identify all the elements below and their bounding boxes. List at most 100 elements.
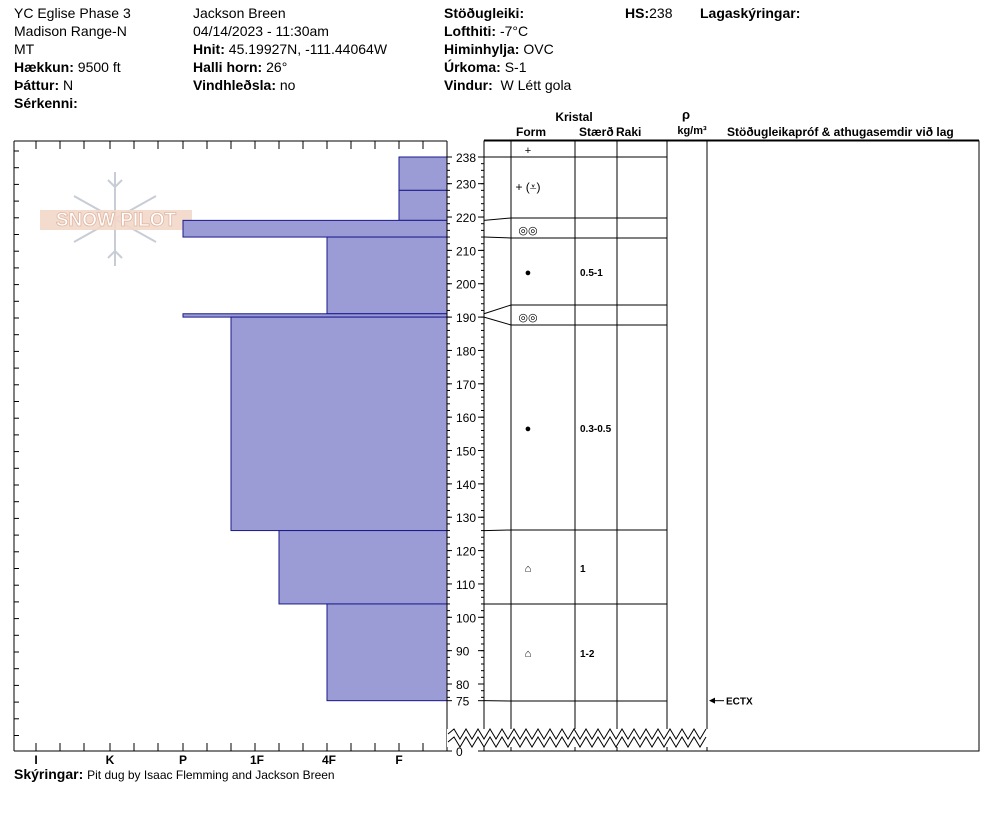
- height-tick-label: 110: [456, 578, 475, 592]
- slope-label: Halli horn:: [193, 59, 263, 75]
- tests-header: Stöðugleikapróf & athugasemdir við lag: [727, 125, 954, 139]
- crystal-size: 1-2: [580, 649, 595, 660]
- observer-name: Jackson Breen: [193, 5, 286, 21]
- wind-row: Vindur: W Létt gola: [444, 76, 571, 94]
- hardness-tick-label: P: [179, 753, 187, 767]
- state-name: MT: [14, 41, 35, 57]
- crystal-form: ⌂: [525, 648, 532, 660]
- layer-notes-heading: Lagaskýringar:: [700, 4, 800, 22]
- wind-loading-label: Vindhleðsla:: [193, 77, 276, 93]
- hardness-bar-5: [230, 316, 448, 532]
- slope-value: 26°: [266, 59, 288, 75]
- break-zigzag-bottom: [447, 736, 707, 748]
- wind-loading-value: no: [279, 77, 296, 93]
- size-header: Stærð: [579, 125, 614, 139]
- moisture-header: Raki: [616, 125, 641, 139]
- height-tick-label: 140: [456, 478, 476, 492]
- height-tick-label: 160: [456, 411, 476, 425]
- sky-label: Himinhylja:: [444, 41, 520, 57]
- height-tick-label: 220: [456, 211, 476, 225]
- hardness-tick-label: 1F: [250, 753, 264, 767]
- height-tick-label: 190: [456, 311, 476, 325]
- crystal-form: ⌂: [525, 563, 532, 575]
- air-temp-row: Lofthiti: -7°C: [444, 22, 571, 40]
- hardness-bar-6: [278, 530, 448, 605]
- weather-info: Stöðugleiki: Lofthiti: -7°C Himinhylja: …: [444, 4, 571, 94]
- height-tick-label: 150: [456, 445, 476, 459]
- layer-connector: [483, 217, 512, 221]
- stability-label: Stöðugleiki:: [444, 5, 525, 21]
- height-tick-label: 230: [456, 178, 476, 192]
- rho-header: ρ: [682, 107, 690, 122]
- hardness-tick-label: F: [395, 753, 402, 767]
- hs-value: 238: [649, 5, 673, 21]
- snow-profile-chart: SNOW PILOT I K P 1F 4F F 238 230 220 210 200 190 180…: [13, 107, 980, 767]
- layer-connector: [483, 316, 512, 326]
- hardness-tick-label: I: [34, 753, 37, 767]
- logo-text: SNOW PILOT: [56, 210, 177, 231]
- precip-value: S-1: [504, 59, 527, 75]
- coords-value: 45.19927N, -111.44064W: [228, 41, 388, 57]
- air-temp-value: -7°C: [499, 23, 529, 39]
- height-tick-label: 200: [456, 278, 476, 292]
- form-header: Form: [516, 125, 546, 139]
- layer-connector: [483, 304, 512, 315]
- hardness-bars: [182, 156, 448, 702]
- height-tick-label: 180: [456, 344, 476, 358]
- hardness-tick-label: 4F: [322, 753, 336, 767]
- footer-text: Pit dug by Isaac Flemming and Jackson Br…: [87, 768, 335, 782]
- height-tick-label: 120: [456, 545, 476, 559]
- hs-row: HS:238: [625, 4, 672, 22]
- wind-label: Vindur:: [444, 77, 493, 93]
- crystal-size: 0.3-0.5: [580, 424, 612, 435]
- elevation-row: Hækkun: 9500 ft: [14, 58, 131, 76]
- logo-band: [40, 210, 192, 230]
- layer-connector: [483, 529, 512, 532]
- slope-row: Halli horn: 26°: [193, 58, 387, 76]
- coords-row: Hnit: 45.19927N, -111.44064W: [193, 40, 387, 58]
- site-info: YC Eglise Phase 3 Madison Range-N MT Hæk…: [14, 4, 131, 112]
- specifics-row: Sérkenni:: [14, 94, 131, 112]
- height-tick-label: 238: [456, 151, 476, 165]
- chart-axes: I K P 1F 4F F 238 230 220 210 200 190 180 170 160 150 14…: [13, 140, 484, 767]
- hardness-bar-4: [182, 313, 448, 318]
- hs-label: HS:: [625, 5, 650, 21]
- crystal-form: ◎◎: [518, 225, 537, 237]
- height-tick-label: 0: [456, 745, 463, 759]
- density-unit-header: kg/m³: [677, 125, 707, 137]
- hardness-bar-3: [326, 236, 448, 315]
- test-label: ECTX: [726, 697, 753, 708]
- break-zigzag-top: [447, 728, 707, 740]
- crystal-header: Kristal: [555, 110, 592, 124]
- crystal-form: ◎◎: [518, 312, 537, 324]
- coords-label: Hnit:: [193, 41, 225, 57]
- wind-loading-row: Vindhleðsla: no: [193, 76, 387, 94]
- hardness-tick-label: K: [106, 753, 115, 767]
- crystal-form: + (⩡): [515, 180, 540, 194]
- table-frame: [483, 140, 980, 752]
- aspect-row: Þáttur: N: [14, 76, 131, 94]
- height-tick-label: 75: [456, 695, 470, 709]
- wind-value: W Létt gola: [500, 77, 572, 93]
- height-tick-label: 130: [456, 511, 476, 525]
- height-tick-label: 80: [456, 678, 470, 692]
- hardness-bar-1: [398, 189, 448, 221]
- height-tick-label: 210: [456, 244, 476, 258]
- layer-connector: [483, 236, 512, 239]
- footer-label: Skýringar:: [14, 766, 84, 782]
- elevation-value: 9500 ft: [77, 59, 121, 75]
- crystal-table: + + (⩡) ◎◎ ● 0.5-1 ◎◎ ● 0.3-0.5 ⌂ 1 ⌂ 1-2 ECTX: [447, 139, 980, 752]
- specifics-label: Sérkenni:: [14, 95, 78, 111]
- air-temp-label: Lofthiti:: [444, 23, 497, 39]
- location-name: YC Eglise Phase 3: [14, 5, 131, 21]
- sky-value: OVC: [523, 41, 554, 57]
- crystal-form: +: [525, 145, 531, 157]
- crystal-form: ●: [525, 267, 532, 279]
- hardness-bar-2: [182, 219, 448, 238]
- precip-label: Úrkoma:: [444, 59, 501, 75]
- hardness-bar-0: [398, 156, 448, 191]
- range-name: Madison Range-N: [14, 23, 127, 39]
- observation-datetime: 04/14/2023 - 11:30am: [193, 23, 329, 39]
- crystal-size: 0.5-1: [580, 268, 603, 279]
- elevation-label: Hækkun:: [14, 59, 74, 75]
